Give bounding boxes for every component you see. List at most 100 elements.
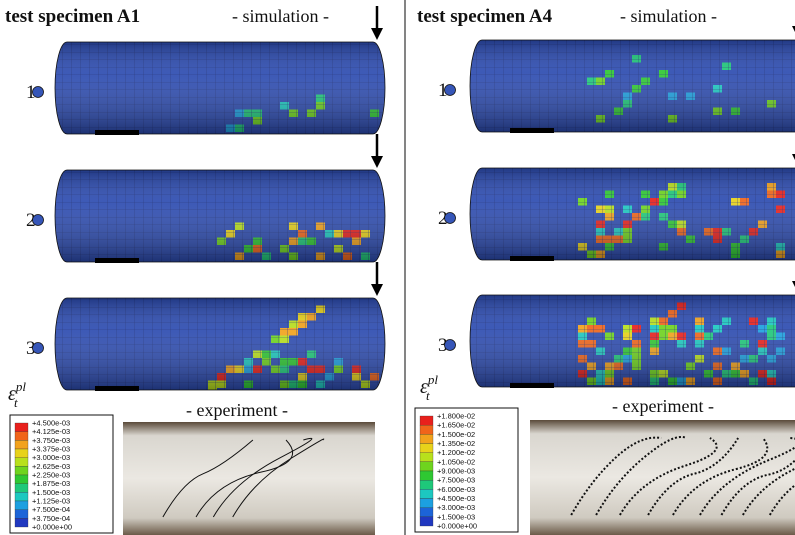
crack xyxy=(699,437,795,516)
load-arrowhead xyxy=(371,284,383,296)
legend-label: +3.750e-03 xyxy=(32,436,70,445)
support xyxy=(95,258,139,263)
legend-label: +7.500e-04 xyxy=(32,505,70,514)
symbol-sub: t xyxy=(14,395,18,410)
legend-swatch xyxy=(14,457,29,467)
legend-swatch xyxy=(419,498,434,508)
shading xyxy=(470,40,795,132)
legend-swatch xyxy=(14,422,29,432)
legend-label: +1.050e-02 xyxy=(437,457,475,466)
load-arrowhead xyxy=(371,28,383,40)
crack xyxy=(768,484,795,516)
step-number: 3 xyxy=(26,338,36,359)
outline xyxy=(469,294,795,388)
legend-swatch xyxy=(419,443,434,453)
legend-swatch xyxy=(419,516,434,527)
crack xyxy=(672,437,769,516)
load-arrowhead xyxy=(792,26,795,32)
legend-swatch xyxy=(14,500,29,510)
legend-label: +1.500e-03 xyxy=(32,488,70,497)
legend-label: +2.250e-03 xyxy=(32,471,70,480)
specimen-mesh xyxy=(54,41,386,135)
legend-swatch xyxy=(14,509,29,519)
crack xyxy=(162,439,254,518)
symbol-sup: pl xyxy=(15,379,27,394)
specimen-mesh xyxy=(54,297,386,391)
outline xyxy=(469,39,795,133)
legend-swatch xyxy=(14,440,29,450)
step-marker xyxy=(32,86,44,98)
experiment-label: - experiment - xyxy=(612,396,714,416)
legend-label: +1.875e-03 xyxy=(32,479,70,488)
crack xyxy=(647,437,739,516)
legend-swatch xyxy=(14,492,29,502)
legend-swatch xyxy=(419,425,434,435)
legend-label: +0.000e+00 xyxy=(437,522,477,531)
support xyxy=(510,383,554,388)
mesh-cells xyxy=(55,170,385,262)
legend-label: +1.125e-03 xyxy=(32,497,70,506)
legend-swatch xyxy=(419,480,434,490)
legend-swatch xyxy=(14,474,29,484)
legend-label: +2.625e-03 xyxy=(32,462,70,471)
legend-swatch xyxy=(419,489,434,499)
load-arrowhead xyxy=(792,281,795,287)
symbol-sup: pl xyxy=(427,372,439,387)
mesh-cells xyxy=(470,295,795,387)
crack xyxy=(720,458,795,516)
legend-swatch xyxy=(419,470,434,481)
legend-label: +3.000e-03 xyxy=(437,503,475,512)
crack xyxy=(742,467,795,516)
outline xyxy=(54,41,386,135)
legend-swatch xyxy=(419,452,434,462)
legend-label: +4.500e-03 xyxy=(32,419,70,428)
crack xyxy=(619,437,718,516)
symbol-base: ε xyxy=(420,376,428,398)
specimen-mesh xyxy=(469,167,795,261)
specimen-mesh xyxy=(54,169,386,263)
experiment-photo xyxy=(123,422,375,535)
support xyxy=(95,130,139,135)
crack xyxy=(232,438,325,518)
mesh-cells xyxy=(470,40,795,132)
support xyxy=(510,256,554,261)
panel-title: test specimen A1 xyxy=(5,6,140,27)
legend-swatch xyxy=(419,434,434,444)
step-marker xyxy=(32,342,44,354)
symbol-sub: t xyxy=(426,388,430,403)
shading xyxy=(55,298,385,390)
strain-symbol: εpl t xyxy=(420,372,438,403)
mesh-cells xyxy=(470,168,795,260)
legend-label: +4.125e-03 xyxy=(32,427,70,436)
step-number: 2 xyxy=(438,208,448,229)
legend-label: +4.500e-03 xyxy=(437,494,475,503)
legend-label: +3.375e-03 xyxy=(32,445,70,454)
legend-swatch xyxy=(14,448,29,458)
legend-swatch xyxy=(419,415,434,426)
legend-label: +1.500e-02 xyxy=(437,430,475,439)
outline xyxy=(54,297,386,391)
step-marker xyxy=(444,84,456,96)
outline xyxy=(469,167,795,261)
experiment-photo xyxy=(530,420,795,535)
legend-label: +0.000e+00 xyxy=(32,523,72,532)
load-arrowhead xyxy=(371,156,383,168)
legend-label: +3.000e-03 xyxy=(32,453,70,462)
step-number: 3 xyxy=(438,335,448,356)
shading xyxy=(470,168,795,260)
symbol-base: ε xyxy=(8,383,16,405)
legend-label: +9.000e-03 xyxy=(437,467,475,476)
step-marker xyxy=(444,212,456,224)
legend-label: +1.200e-02 xyxy=(437,448,475,457)
legend-swatch xyxy=(14,466,29,476)
legend-label: +3.750e-04 xyxy=(32,514,70,523)
crack xyxy=(595,436,687,516)
support xyxy=(510,128,554,133)
step-number: 1 xyxy=(26,82,36,103)
legend-label: +6.000e-03 xyxy=(437,485,475,494)
step-marker xyxy=(444,339,456,351)
shading xyxy=(470,295,795,387)
legend-label: +1.500e-03 xyxy=(437,512,475,521)
legend-swatch xyxy=(14,518,29,528)
